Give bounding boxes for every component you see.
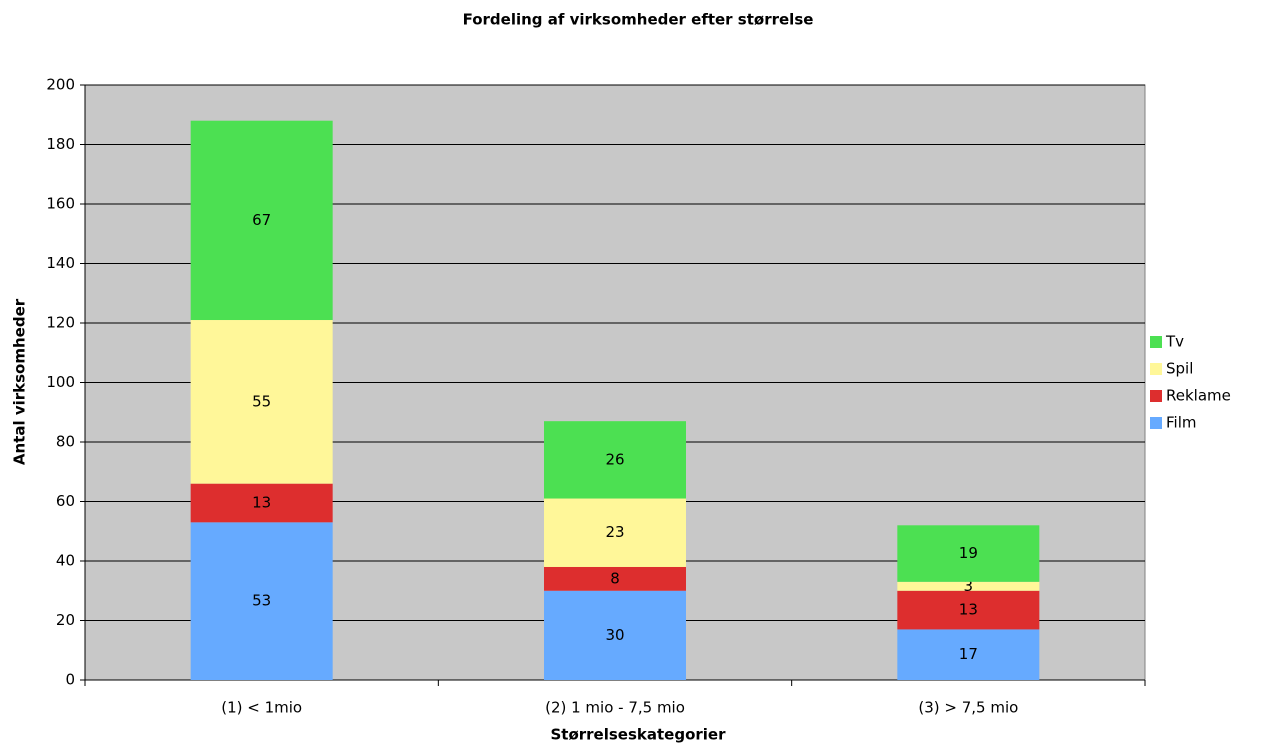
legend-swatch xyxy=(1150,336,1162,348)
bar-segment xyxy=(897,525,1040,582)
legend-swatch xyxy=(1150,417,1162,429)
data-label: 26 xyxy=(605,450,624,468)
data-label: 17 xyxy=(959,645,978,663)
chart-title: Fordeling af virksomheder efter størrels… xyxy=(463,11,814,29)
y-tick-label: 140 xyxy=(46,254,75,272)
bar-segment xyxy=(897,590,1040,630)
y-tick-label: 0 xyxy=(65,671,75,689)
y-axis-label: Antal virksomheder xyxy=(11,298,29,465)
bar-segment xyxy=(544,566,686,591)
y-tick-label: 80 xyxy=(56,433,75,451)
y-tick-label: 60 xyxy=(56,492,75,510)
y-tick-label: 100 xyxy=(46,373,75,391)
bar-segment xyxy=(897,581,1040,591)
data-label: 30 xyxy=(605,626,624,644)
data-label: 55 xyxy=(252,392,271,410)
data-label: 67 xyxy=(252,211,271,229)
legend-label: Spil xyxy=(1166,360,1193,378)
bar-segment xyxy=(190,120,333,321)
bar-segment xyxy=(544,421,686,499)
y-tick-label: 20 xyxy=(56,611,75,629)
x-tick-label: (1) < 1mio xyxy=(221,699,302,717)
data-label: 13 xyxy=(959,601,978,619)
bar-segment xyxy=(544,498,686,567)
data-label: 8 xyxy=(610,569,620,587)
x-axis-label: Størrelseskategorier xyxy=(550,726,726,744)
legend-label: Film xyxy=(1166,414,1196,432)
data-label: 3 xyxy=(964,577,974,595)
bar-segment xyxy=(190,483,333,523)
y-tick-label: 160 xyxy=(46,195,75,213)
legend-label: Tv xyxy=(1165,333,1184,351)
data-label: 19 xyxy=(959,544,978,562)
bar-segment xyxy=(190,320,333,484)
legend-swatch xyxy=(1150,363,1162,375)
data-label: 23 xyxy=(605,523,624,541)
y-tick-label: 120 xyxy=(46,314,75,332)
y-tick-label: 200 xyxy=(46,76,75,94)
bar-segment xyxy=(544,590,686,680)
x-tick-label: (3) > 7,5 mio xyxy=(918,699,1018,717)
y-tick-label: 180 xyxy=(46,135,75,153)
data-label: 53 xyxy=(252,592,271,610)
bar-segment xyxy=(897,629,1040,680)
legend-label: Reklame xyxy=(1166,387,1231,405)
y-tick-label: 40 xyxy=(56,552,75,570)
data-label: 13 xyxy=(252,493,271,511)
x-tick-label: (2) 1 mio - 7,5 mio xyxy=(545,699,685,717)
bar-segment xyxy=(190,522,333,680)
legend-swatch xyxy=(1150,390,1162,402)
